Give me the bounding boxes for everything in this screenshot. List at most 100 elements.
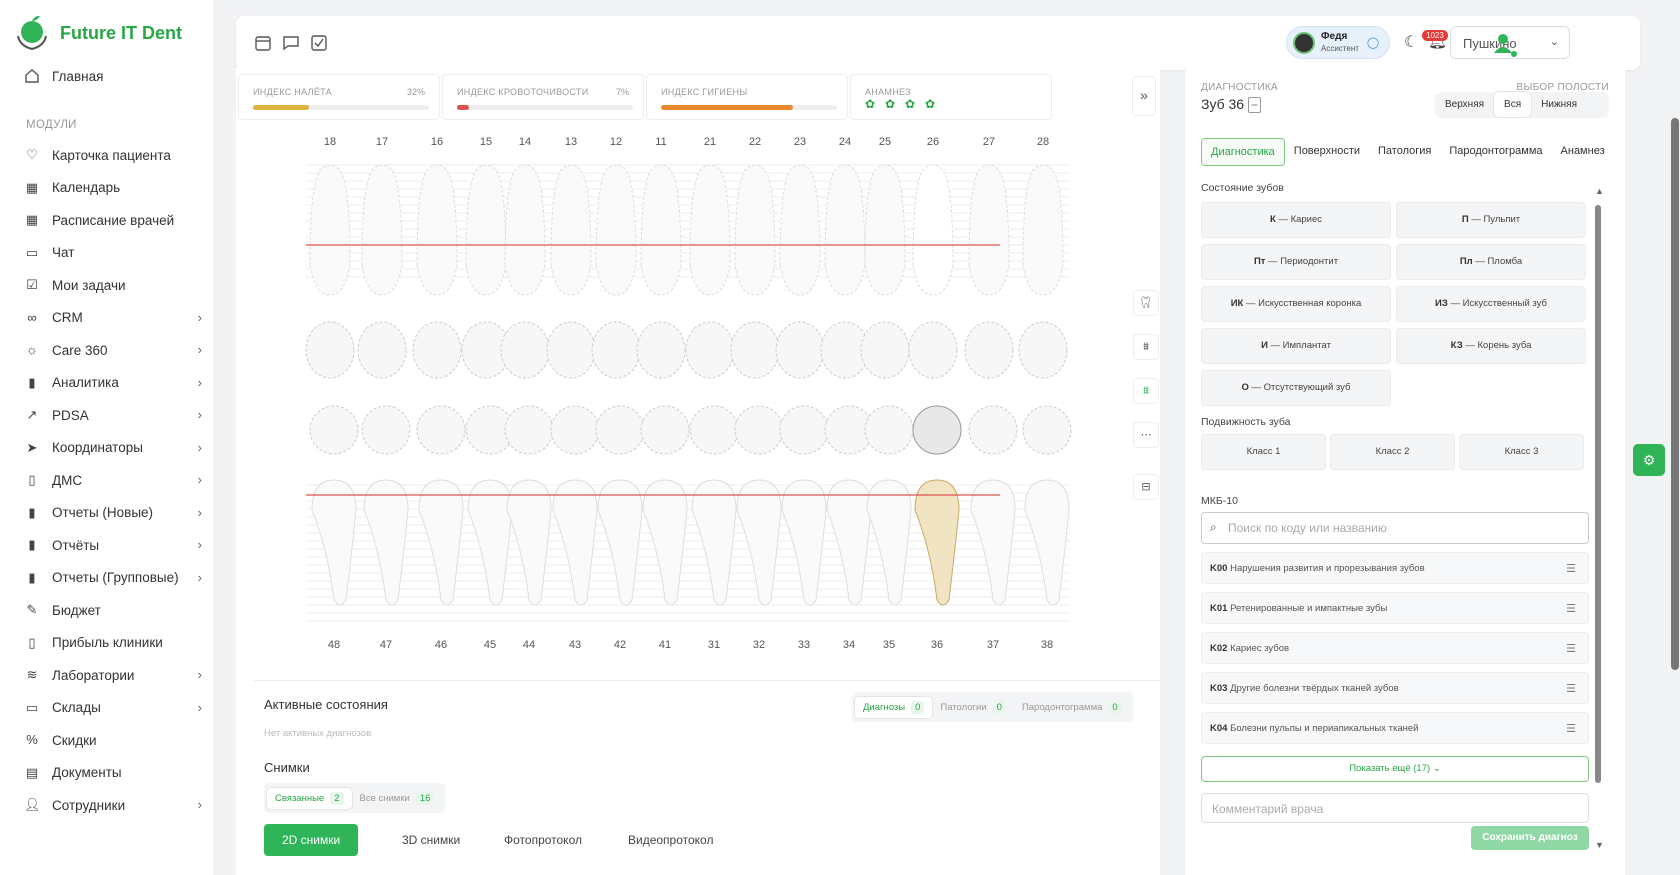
tooth-number[interactable]: 37: [986, 639, 1000, 651]
mkb-search-input[interactable]: ⌕ Поиск по коду или названию: [1201, 512, 1589, 544]
selected-tooth-36[interactable]: [914, 479, 960, 606]
tooth-number[interactable]: 34: [842, 639, 856, 651]
profile-avatar[interactable]: [1486, 26, 1520, 60]
tooth-number[interactable]: 28: [1036, 136, 1050, 148]
upper-occlusal[interactable]: [591, 321, 641, 379]
tooth-state-button[interactable]: О — Отсутствующий зуб: [1201, 370, 1391, 406]
upper-tooth[interactable]: [550, 164, 592, 296]
lower-tooth[interactable]: [506, 479, 552, 606]
lower-occlusal[interactable]: [309, 405, 359, 455]
list-icon[interactable]: ☰: [1566, 643, 1576, 655]
panel-scrollbar[interactable]: [1595, 205, 1601, 783]
sidebar-item-19[interactable]: % Скидки: [24, 726, 202, 754]
upper-tooth[interactable]: [309, 164, 351, 296]
upper-tooth[interactable]: [595, 164, 637, 296]
upper-occlusal[interactable]: [357, 321, 407, 379]
lower-tooth[interactable]: [736, 479, 782, 606]
tooth-number[interactable]: 21: [703, 136, 717, 148]
snapshot-type-3[interactable]: Фотопротокол: [504, 833, 582, 847]
tooth-number[interactable]: 32: [752, 639, 766, 651]
lower-occlusal[interactable]: [640, 405, 690, 455]
settings-fab[interactable]: ⚙: [1633, 444, 1665, 476]
sidebar-item-home[interactable]: Главная: [24, 62, 202, 90]
upper-occlusal[interactable]: [908, 321, 958, 379]
tooth-number[interactable]: 46: [434, 639, 448, 651]
active-tab-2[interactable]: Патологии 0: [932, 697, 1014, 718]
sidebar-item-7[interactable]: ☼ Care 360 ›: [24, 336, 202, 364]
doctor-comment-input[interactable]: Комментарий врача: [1201, 793, 1589, 823]
expand-button[interactable]: »: [1132, 76, 1156, 116]
snapshot-type-4[interactable]: Видеопротокол: [628, 833, 714, 847]
lower-tooth[interactable]: [311, 479, 357, 606]
sidebar-item-21[interactable]: 👤︎ Сотрудники ›: [24, 791, 202, 819]
snapshot-type-2[interactable]: 3D снимки: [402, 833, 461, 847]
snapshot-filter-1[interactable]: Связанные 2: [267, 787, 352, 809]
tooth-number[interactable]: 18: [323, 136, 337, 148]
tooth-number[interactable]: 11: [655, 136, 667, 148]
snapshot-type-1[interactable]: 2D снимки: [264, 824, 359, 856]
lower-occlusal[interactable]: [361, 405, 411, 455]
chat-icon[interactable]: [282, 34, 300, 52]
lower-tooth[interactable]: [642, 479, 688, 606]
upper-tooth[interactable]: [465, 164, 507, 296]
sidebar-item-11[interactable]: ▯ ДМС ›: [24, 466, 202, 494]
tooth-number[interactable]: 13: [564, 136, 578, 148]
sidebar-item-17[interactable]: ≋ Лаборатории ›: [24, 661, 202, 689]
active-tab-1[interactable]: Диагнозы 0: [855, 696, 933, 718]
upper-tooth[interactable]: [640, 164, 682, 296]
active-tab-3[interactable]: Пародонтограмма 0: [1014, 697, 1130, 718]
lower-tooth[interactable]: [691, 479, 737, 606]
lower-tooth[interactable]: [552, 479, 598, 606]
tooth-number[interactable]: 23: [793, 136, 807, 148]
jaw-option-1[interactable]: Верхняя: [1445, 99, 1485, 110]
tasks-icon[interactable]: [310, 34, 328, 52]
upper-jaw-tool[interactable]: ⩩: [1133, 334, 1159, 360]
tooth-number[interactable]: 26: [926, 136, 940, 148]
upper-occlusal[interactable]: [685, 321, 735, 379]
sidebar-item-16[interactable]: ▯ Прибыль клиники: [24, 629, 202, 657]
lower-tooth[interactable]: [418, 479, 464, 606]
tooth-state-button[interactable]: КЗ — Корень зуба: [1396, 328, 1586, 364]
mkb-item[interactable]: K02 Кариес зубов ☰: [1201, 632, 1589, 664]
collapse-icon[interactable]: −: [1247, 97, 1261, 113]
mkb-item[interactable]: K04 Болезни пульпы и периапикальных ткан…: [1201, 712, 1589, 744]
sidebar-item-10[interactable]: ➤ Координаторы ›: [24, 434, 202, 462]
diagnosis-tab-2[interactable]: Поверхности: [1293, 145, 1361, 157]
sidebar-item-18[interactable]: ▭ Склады ›: [24, 694, 202, 722]
show-more-button[interactable]: Показать ещё (17) ⌄: [1201, 756, 1589, 782]
lower-occlusal[interactable]: [550, 405, 600, 455]
lower-occlusal[interactable]: [912, 405, 962, 455]
snapshot-filter-2[interactable]: Все снимки 16: [352, 788, 443, 809]
lower-tooth[interactable]: [826, 479, 872, 606]
jaw-option-2[interactable]: Вся: [1494, 92, 1532, 117]
tooth-number[interactable]: 44: [522, 639, 536, 651]
calendar-icon[interactable]: [254, 34, 272, 52]
moon-icon[interactable]: ☾: [1404, 34, 1419, 51]
list-icon[interactable]: ☰: [1566, 563, 1576, 575]
tooth-state-button[interactable]: Пл — Пломба: [1396, 244, 1586, 280]
lower-tooth[interactable]: [1024, 479, 1070, 606]
tooth-number[interactable]: 42: [613, 639, 627, 651]
logo[interactable]: Future IT Dent: [14, 14, 182, 52]
upper-tooth[interactable]: [734, 164, 776, 296]
upper-occlusal[interactable]: [412, 321, 462, 379]
tooth-state-button[interactable]: К — Кариес: [1201, 202, 1391, 238]
upper-tooth[interactable]: [779, 164, 821, 296]
jaw-option-3[interactable]: Нижняя: [1541, 99, 1577, 110]
both-jaws-tool[interactable]: ⩩: [1133, 378, 1159, 404]
sidebar-item-8[interactable]: ▮ Аналитика ›: [24, 369, 202, 397]
lower-tooth[interactable]: [781, 479, 827, 606]
lower-tooth[interactable]: [467, 479, 513, 606]
lower-occlusal[interactable]: [968, 405, 1018, 455]
lower-tooth[interactable]: [866, 479, 912, 606]
upper-occlusal[interactable]: [546, 321, 596, 379]
mkb-item[interactable]: K01 Ретенированные и импактные зубы ☰: [1201, 592, 1589, 624]
lower-tooth[interactable]: [597, 479, 643, 606]
diagnosis-tab-3[interactable]: Патология: [1378, 145, 1432, 157]
page-scrollbar[interactable]: [1671, 118, 1679, 670]
lower-occlusal[interactable]: [689, 405, 739, 455]
sidebar-item-9[interactable]: ↗ PDSA ›: [24, 401, 202, 429]
scroll-down-icon[interactable]: ▼: [1595, 840, 1604, 850]
upper-occlusal[interactable]: [500, 321, 550, 379]
list-icon[interactable]: ☰: [1566, 603, 1576, 615]
